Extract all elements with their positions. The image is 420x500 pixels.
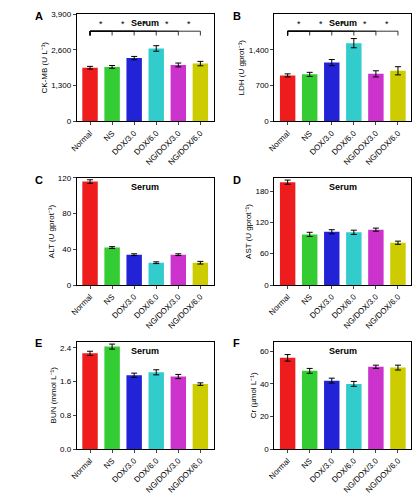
svg-text:NG/DOX/3.0: NG/DOX/3.0 xyxy=(144,129,183,168)
svg-text:3,900: 3,900 xyxy=(51,10,72,19)
svg-text:Normal: Normal xyxy=(267,292,292,317)
svg-text:0: 0 xyxy=(67,281,72,290)
svg-text:BUN (mmol L⁻¹): BUN (mmol L⁻¹) xyxy=(49,367,58,424)
svg-text:Cr (µmol L⁻¹): Cr (µmol L⁻¹) xyxy=(249,372,258,418)
svg-text:DOX/3.0: DOX/3.0 xyxy=(308,456,336,484)
svg-text:NG/DOX/6.0: NG/DOX/6.0 xyxy=(364,456,403,495)
svg-text:*: * xyxy=(121,19,125,29)
svg-text:DOX/3.0: DOX/3.0 xyxy=(110,456,138,484)
svg-text:DOX/6.0: DOX/6.0 xyxy=(132,129,160,157)
svg-text:NG/DOX/3.0: NG/DOX/3.0 xyxy=(144,456,183,495)
svg-text:NG/DOX/3.0: NG/DOX/3.0 xyxy=(342,292,381,331)
svg-text:B: B xyxy=(233,10,241,22)
svg-text:*: * xyxy=(99,19,103,29)
svg-text:*: * xyxy=(143,19,147,29)
svg-text:NG/DOX/3.0: NG/DOX/3.0 xyxy=(342,456,381,495)
svg-text:0: 0 xyxy=(264,445,269,454)
svg-text:*: * xyxy=(165,19,169,29)
svg-text:E: E xyxy=(35,337,42,349)
svg-text:120: 120 xyxy=(255,218,269,227)
svg-text:CK-MB (U L⁻¹): CK-MB (U L⁻¹) xyxy=(40,42,49,94)
svg-text:60: 60 xyxy=(260,347,269,356)
svg-text:0: 0 xyxy=(67,117,72,126)
svg-text:Normal: Normal xyxy=(267,129,292,154)
svg-text:AST (U gprot⁻¹): AST (U gprot⁻¹) xyxy=(244,204,253,259)
svg-text:700: 700 xyxy=(255,81,269,90)
svg-text:2.4: 2.4 xyxy=(60,344,72,353)
svg-text:LDH (U gprot⁻¹): LDH (U gprot⁻¹) xyxy=(237,40,246,96)
svg-text:2,600: 2,600 xyxy=(51,46,72,55)
svg-text:DOX/6.0: DOX/6.0 xyxy=(330,129,358,157)
svg-text:Serum: Serum xyxy=(131,346,159,356)
svg-text:0.0: 0.0 xyxy=(60,445,72,454)
svg-text:NS: NS xyxy=(300,292,314,306)
svg-text:D: D xyxy=(233,174,241,186)
svg-text:DOX/6.0: DOX/6.0 xyxy=(330,292,358,320)
svg-text:Serum: Serum xyxy=(329,346,357,356)
svg-text:NG/DOX/3.0: NG/DOX/3.0 xyxy=(144,292,183,331)
svg-text:NG/DOX/6.0: NG/DOX/6.0 xyxy=(166,456,205,495)
svg-text:Normal: Normal xyxy=(70,456,95,481)
svg-text:DOX/3.0: DOX/3.0 xyxy=(308,129,336,157)
svg-text:40: 40 xyxy=(260,380,269,389)
svg-text:DOX/3.0: DOX/3.0 xyxy=(308,292,336,320)
svg-text:*: * xyxy=(319,19,323,29)
svg-text:NS: NS xyxy=(300,129,314,143)
svg-text:120: 120 xyxy=(58,174,72,183)
svg-text:40: 40 xyxy=(62,245,71,254)
svg-text:*: * xyxy=(187,19,191,29)
svg-text:60: 60 xyxy=(260,249,269,258)
svg-text:NS: NS xyxy=(300,456,314,470)
svg-text:NS: NS xyxy=(102,456,116,470)
svg-text:Serum: Serum xyxy=(329,18,357,28)
svg-text:Serum: Serum xyxy=(329,182,357,192)
svg-text:*: * xyxy=(297,19,301,29)
svg-text:20: 20 xyxy=(260,412,269,421)
svg-text:NS: NS xyxy=(102,129,116,143)
svg-text:Normal: Normal xyxy=(70,129,95,154)
svg-text:NG/DOX/6.0: NG/DOX/6.0 xyxy=(364,292,403,331)
svg-text:0: 0 xyxy=(264,281,269,290)
svg-text:F: F xyxy=(233,337,240,349)
svg-text:*: * xyxy=(363,19,367,29)
svg-text:NS: NS xyxy=(102,292,116,306)
svg-text:DOX/3.0: DOX/3.0 xyxy=(110,292,138,320)
svg-text:1.6: 1.6 xyxy=(60,377,72,386)
svg-text:1,300: 1,300 xyxy=(51,81,72,90)
svg-text:80: 80 xyxy=(62,209,71,218)
svg-text:Serum: Serum xyxy=(131,182,159,192)
svg-text:NG/DOX/6.0: NG/DOX/6.0 xyxy=(364,129,403,168)
svg-text:0: 0 xyxy=(264,117,269,126)
svg-text:DOX/3.0: DOX/3.0 xyxy=(110,129,138,157)
svg-text:DOX/6.0: DOX/6.0 xyxy=(132,456,160,484)
svg-text:NG/DOX/3.0: NG/DOX/3.0 xyxy=(342,129,381,168)
svg-text:DOX/6.0: DOX/6.0 xyxy=(132,292,160,320)
svg-text:Normal: Normal xyxy=(267,456,292,481)
svg-text:C: C xyxy=(35,174,43,186)
svg-text:A: A xyxy=(35,10,43,22)
svg-text:Normal: Normal xyxy=(70,292,95,317)
svg-text:*: * xyxy=(341,19,345,29)
svg-text:Serum: Serum xyxy=(131,18,159,28)
svg-text:NG/DOX/6.0: NG/DOX/6.0 xyxy=(166,292,205,331)
svg-text:DOX/6.0: DOX/6.0 xyxy=(330,456,358,484)
svg-text:1,400: 1,400 xyxy=(249,46,270,55)
svg-text:0.8: 0.8 xyxy=(60,411,72,420)
svg-text:ALT (U gprot⁻¹): ALT (U gprot⁻¹) xyxy=(47,204,56,258)
svg-text:180: 180 xyxy=(255,187,269,196)
svg-text:NG/DOX/6.0: NG/DOX/6.0 xyxy=(166,129,205,168)
svg-text:*: * xyxy=(385,19,389,29)
